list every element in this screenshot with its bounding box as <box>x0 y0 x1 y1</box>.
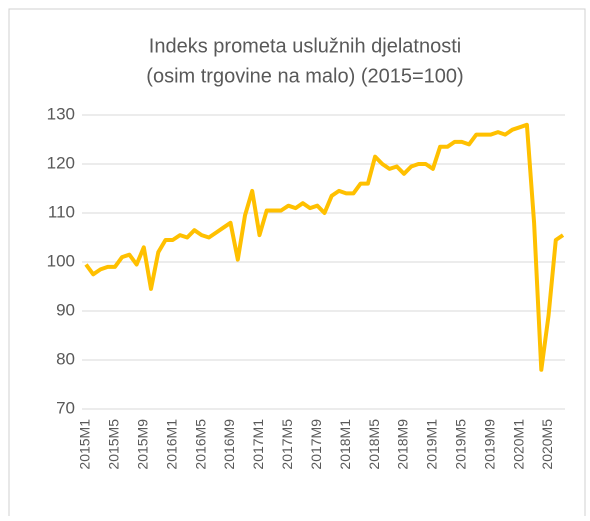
y-tick-label: 100 <box>47 251 75 270</box>
y-tick-label: 90 <box>56 300 75 319</box>
x-tick-label: 2017M9 <box>308 419 324 470</box>
x-tick-label: 2018M5 <box>366 419 382 470</box>
x-tick-label: 2020M1 <box>510 419 526 470</box>
y-tick-label: 120 <box>47 153 75 172</box>
y-tick-label: 130 <box>47 104 75 123</box>
x-tick-label: 2017M1 <box>250 419 266 470</box>
x-tick-label: 2016M5 <box>192 419 208 470</box>
chart-frame <box>8 8 586 521</box>
y-tick-label: 110 <box>48 202 75 221</box>
x-tick-label: 2015M5 <box>106 419 122 470</box>
x-tick-label: 2015M9 <box>135 419 151 470</box>
x-tick-label: 2016M9 <box>221 419 237 470</box>
x-tick-label: 2019M9 <box>481 419 497 470</box>
y-tick-label: 80 <box>56 349 75 368</box>
y-tick-label: 70 <box>56 398 75 417</box>
x-tick-label: 2016M1 <box>163 419 179 470</box>
chart-title: (osim trgovine na malo) (2015=100) <box>146 65 463 87</box>
x-tick-label: 2019M5 <box>453 419 469 470</box>
x-tick-label: 2015M1 <box>77 419 93 470</box>
x-tick-label: 2017M5 <box>279 419 295 470</box>
chart-title: Indeks prometa uslužnih djelatnosti <box>149 35 461 57</box>
data-line <box>84 122 565 372</box>
x-tick-label: 2018M1 <box>337 419 353 470</box>
x-tick-label: 2018M9 <box>395 419 411 470</box>
x-tick-label: 2020M5 <box>539 419 555 470</box>
x-tick-label: 2019M1 <box>424 419 440 470</box>
